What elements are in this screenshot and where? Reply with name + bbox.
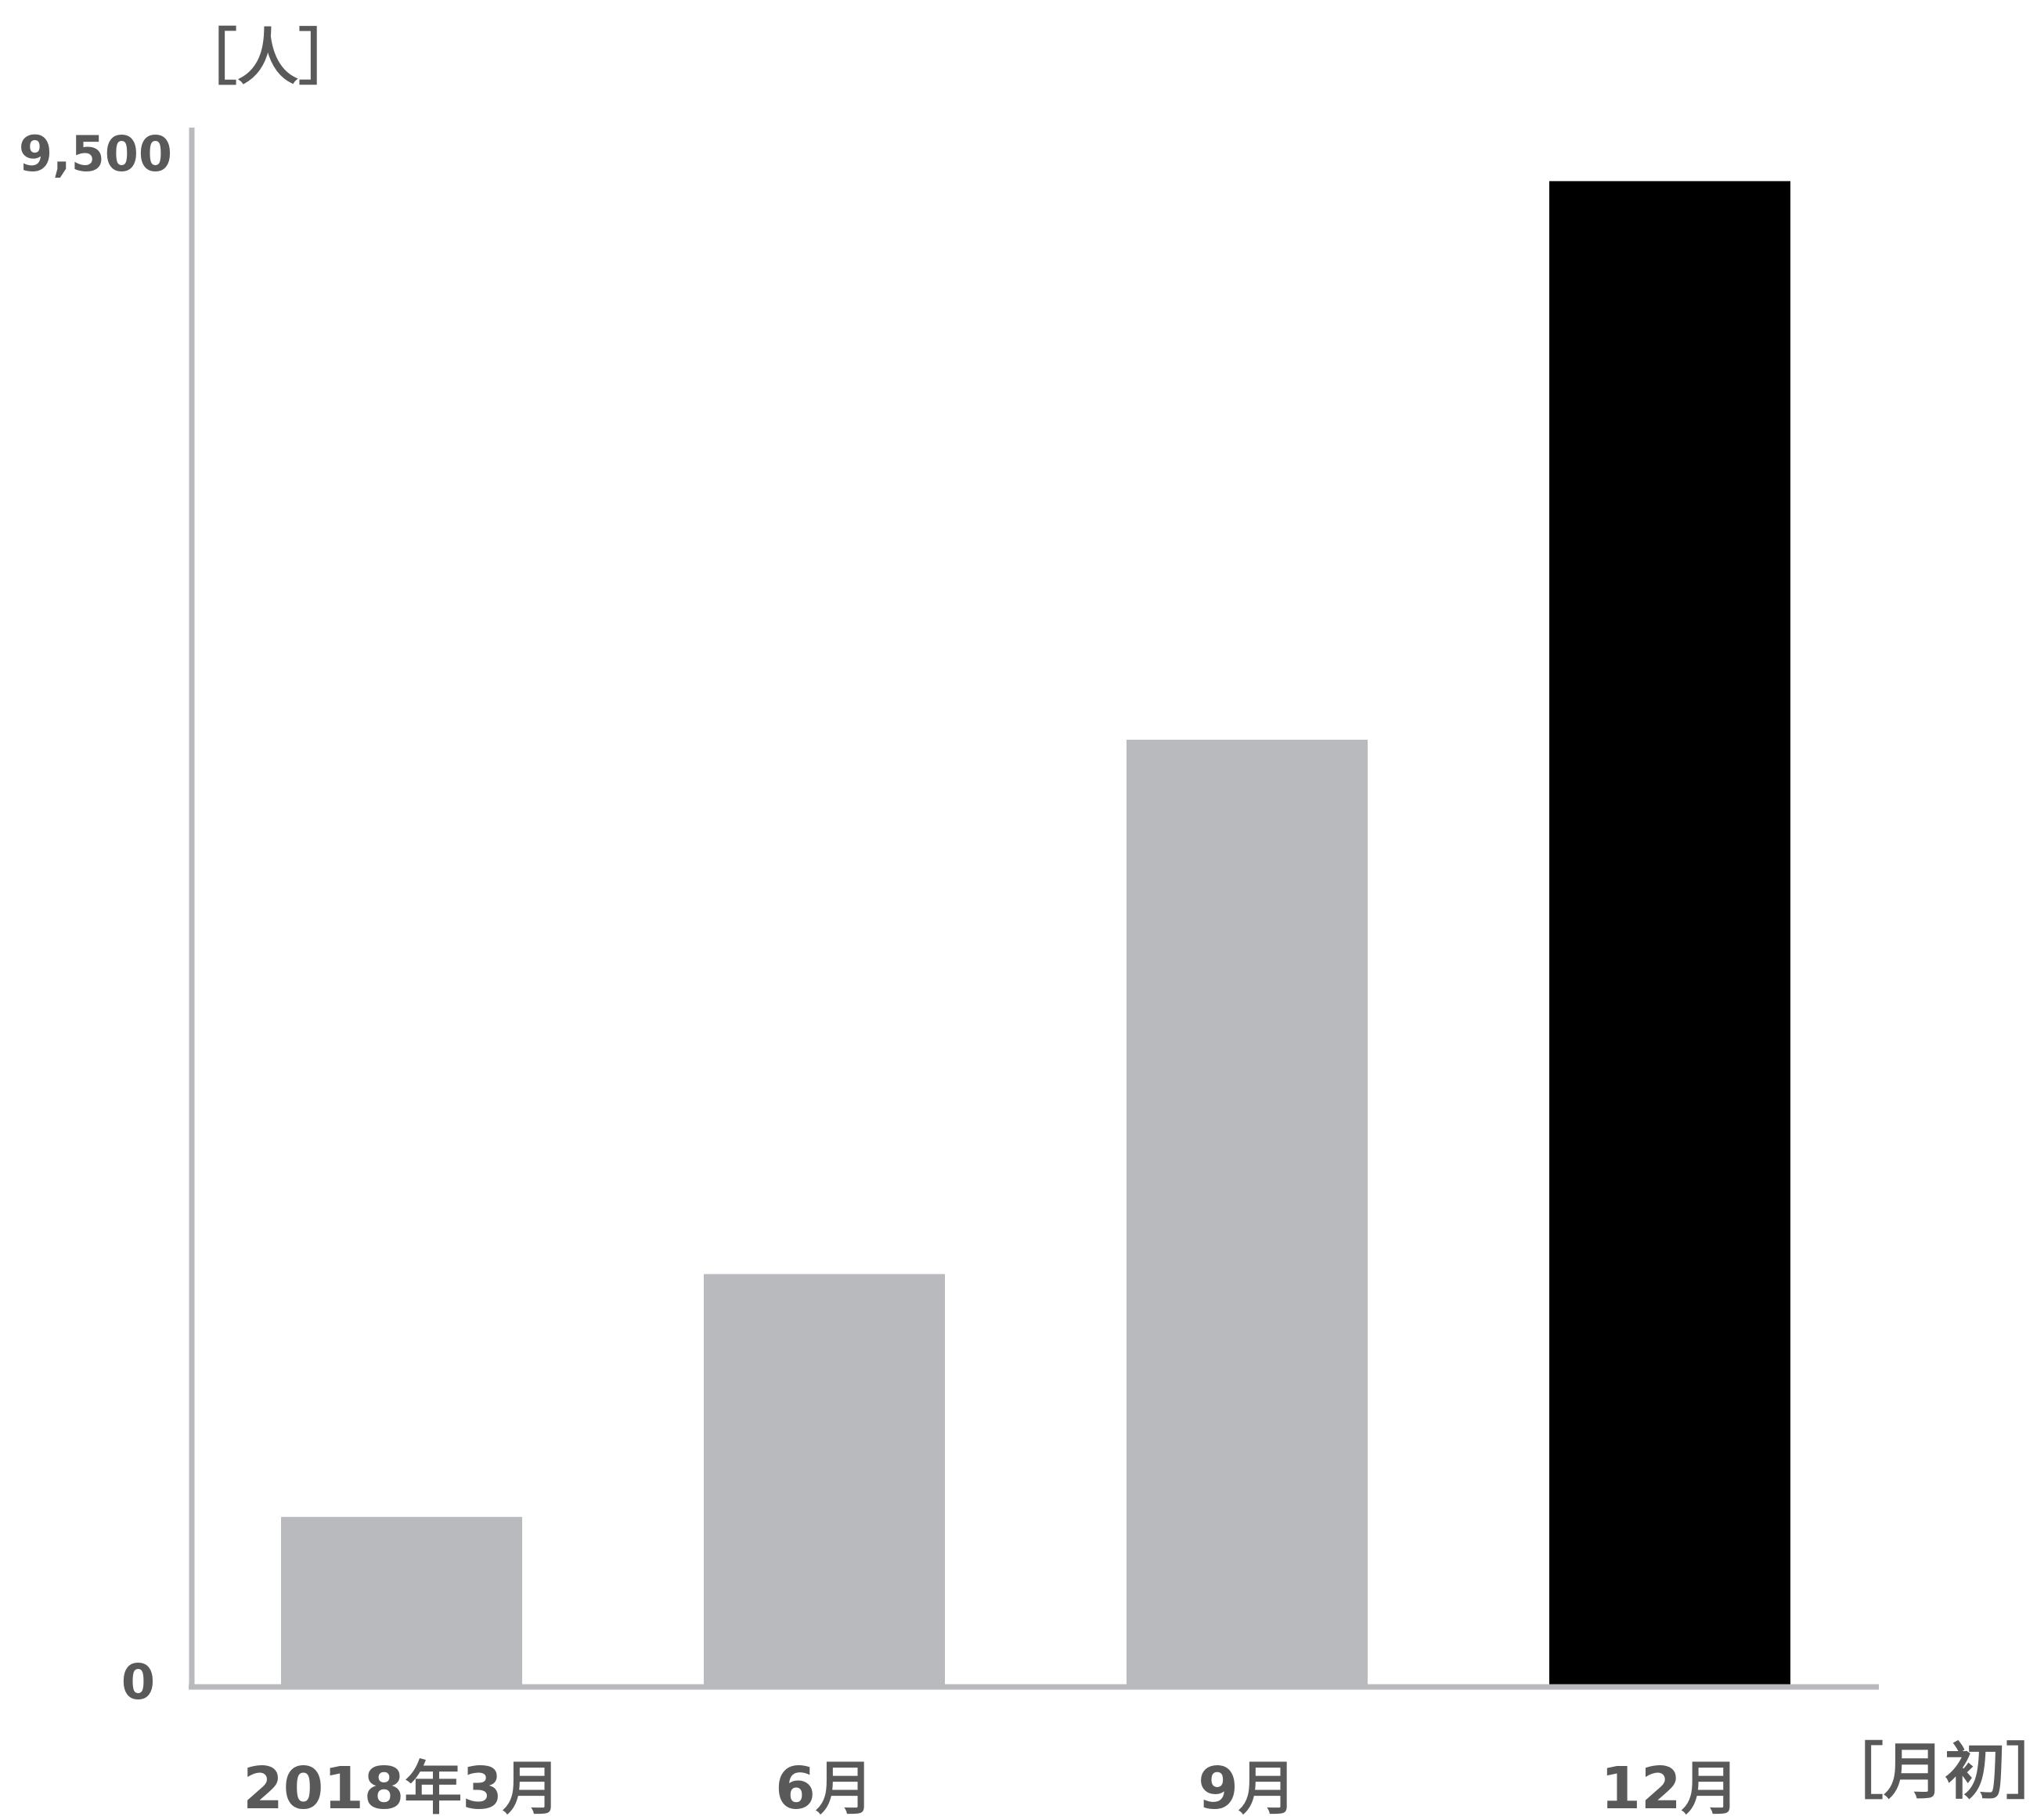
bar-2 [704, 1274, 945, 1687]
y-unit-label: ［人］ [176, 23, 359, 93]
x-tick-label-4: 12月 [1601, 1755, 1740, 1820]
x-tick-labels: 2018年3月 6月 9月 12月 [243, 1755, 1739, 1820]
y-tick-zero: 0 [121, 1653, 155, 1710]
bar-1 [281, 1516, 522, 1687]
x-tick-label-2: 6月 [775, 1755, 874, 1820]
bar-4 [1549, 181, 1790, 1687]
y-tick-max: 9,500 [19, 125, 172, 182]
bars-group [281, 181, 1790, 1687]
x-unit-label: ［月初］ [1822, 1737, 2037, 1807]
bar-3 [1127, 740, 1368, 1687]
x-tick-label-1: 2018年3月 [243, 1755, 560, 1820]
x-tick-label-3: 9月 [1198, 1755, 1296, 1820]
